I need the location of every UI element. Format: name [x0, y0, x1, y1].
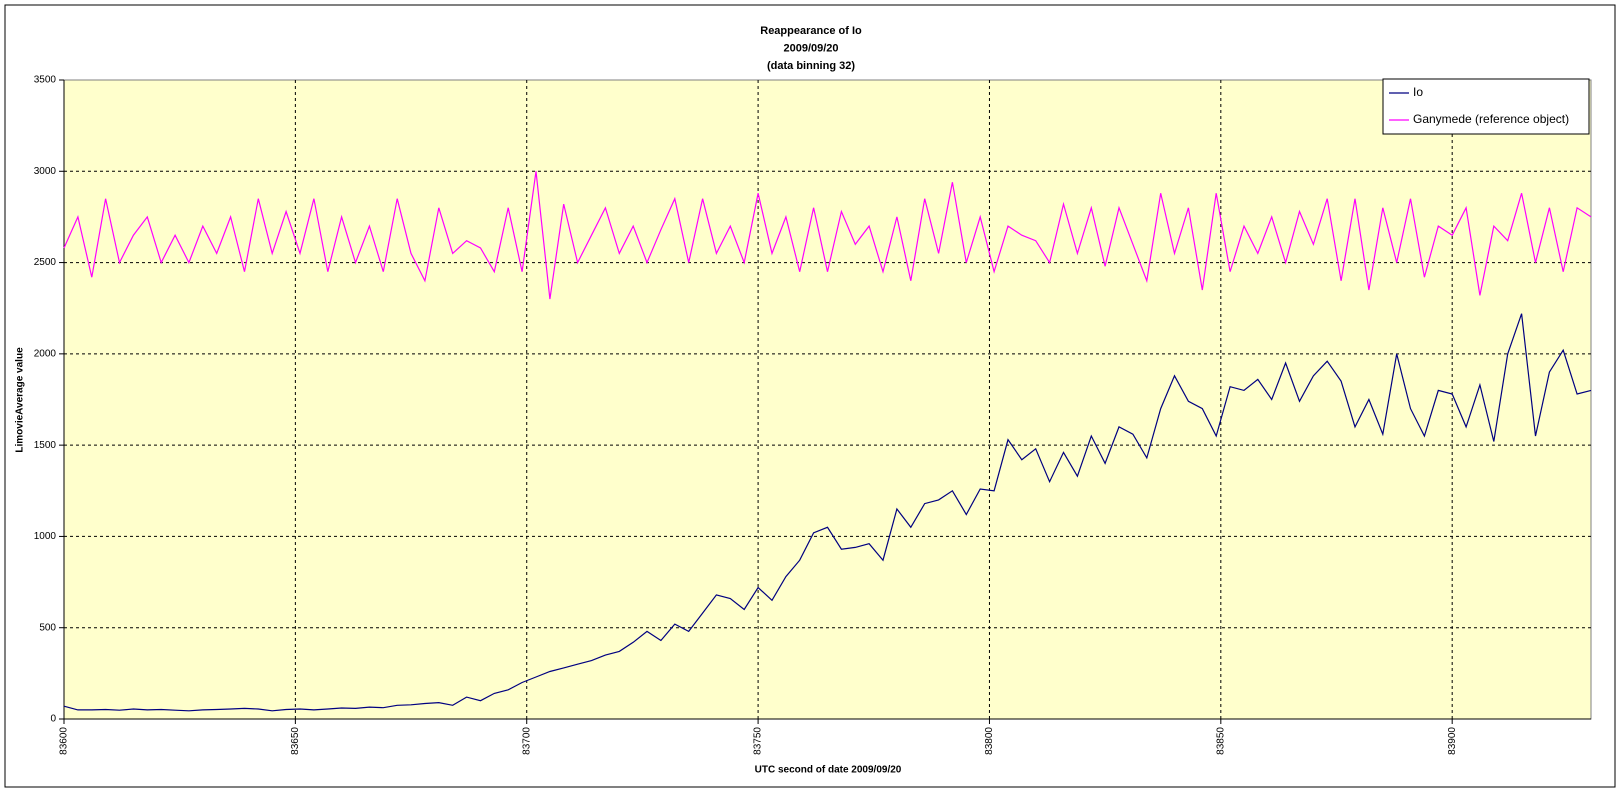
series-line [63, 171, 1592, 300]
x-tick-label: 83700 [521, 727, 532, 755]
legend-label: Ganymede (reference object) [1413, 112, 1569, 126]
x-tick-label: 83900 [1447, 727, 1458, 755]
y-tick-label: 2000 [34, 348, 57, 359]
chart-title: 2009/09/20 [783, 42, 838, 54]
legend-box [1382, 78, 1590, 135]
plot-area [63, 79, 1592, 720]
y-tick-label: 3500 [34, 75, 57, 86]
y-tick-label: 500 [39, 622, 56, 633]
x-tick-label: 83800 [984, 727, 995, 755]
y-tick-label: 1000 [34, 531, 57, 542]
chart-title: (data binning 32) [767, 60, 855, 72]
legend-label: Io [1413, 85, 1423, 99]
y-tick-label: 1500 [34, 440, 57, 451]
y-tick-label: 0 [50, 714, 56, 725]
chart-title: Reappearance of Io [760, 25, 862, 37]
y-tick-label: 3000 [34, 166, 57, 177]
x-tick-label: 83750 [753, 727, 764, 755]
x-tick-label: 83850 [1215, 727, 1226, 755]
y-axis-label: LimovieAverage value [15, 347, 26, 453]
x-tick-label: 83650 [290, 727, 301, 755]
y-tick-label: 2500 [34, 257, 57, 268]
x-axis-label: UTC second of date 2009/09/20 [755, 765, 902, 776]
x-tick-label: 83600 [59, 727, 70, 755]
series-line [63, 313, 1592, 712]
